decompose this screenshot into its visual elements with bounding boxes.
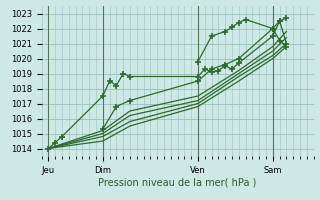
X-axis label: Pression niveau de la mer( hPa ): Pression niveau de la mer( hPa ): [99, 178, 257, 188]
